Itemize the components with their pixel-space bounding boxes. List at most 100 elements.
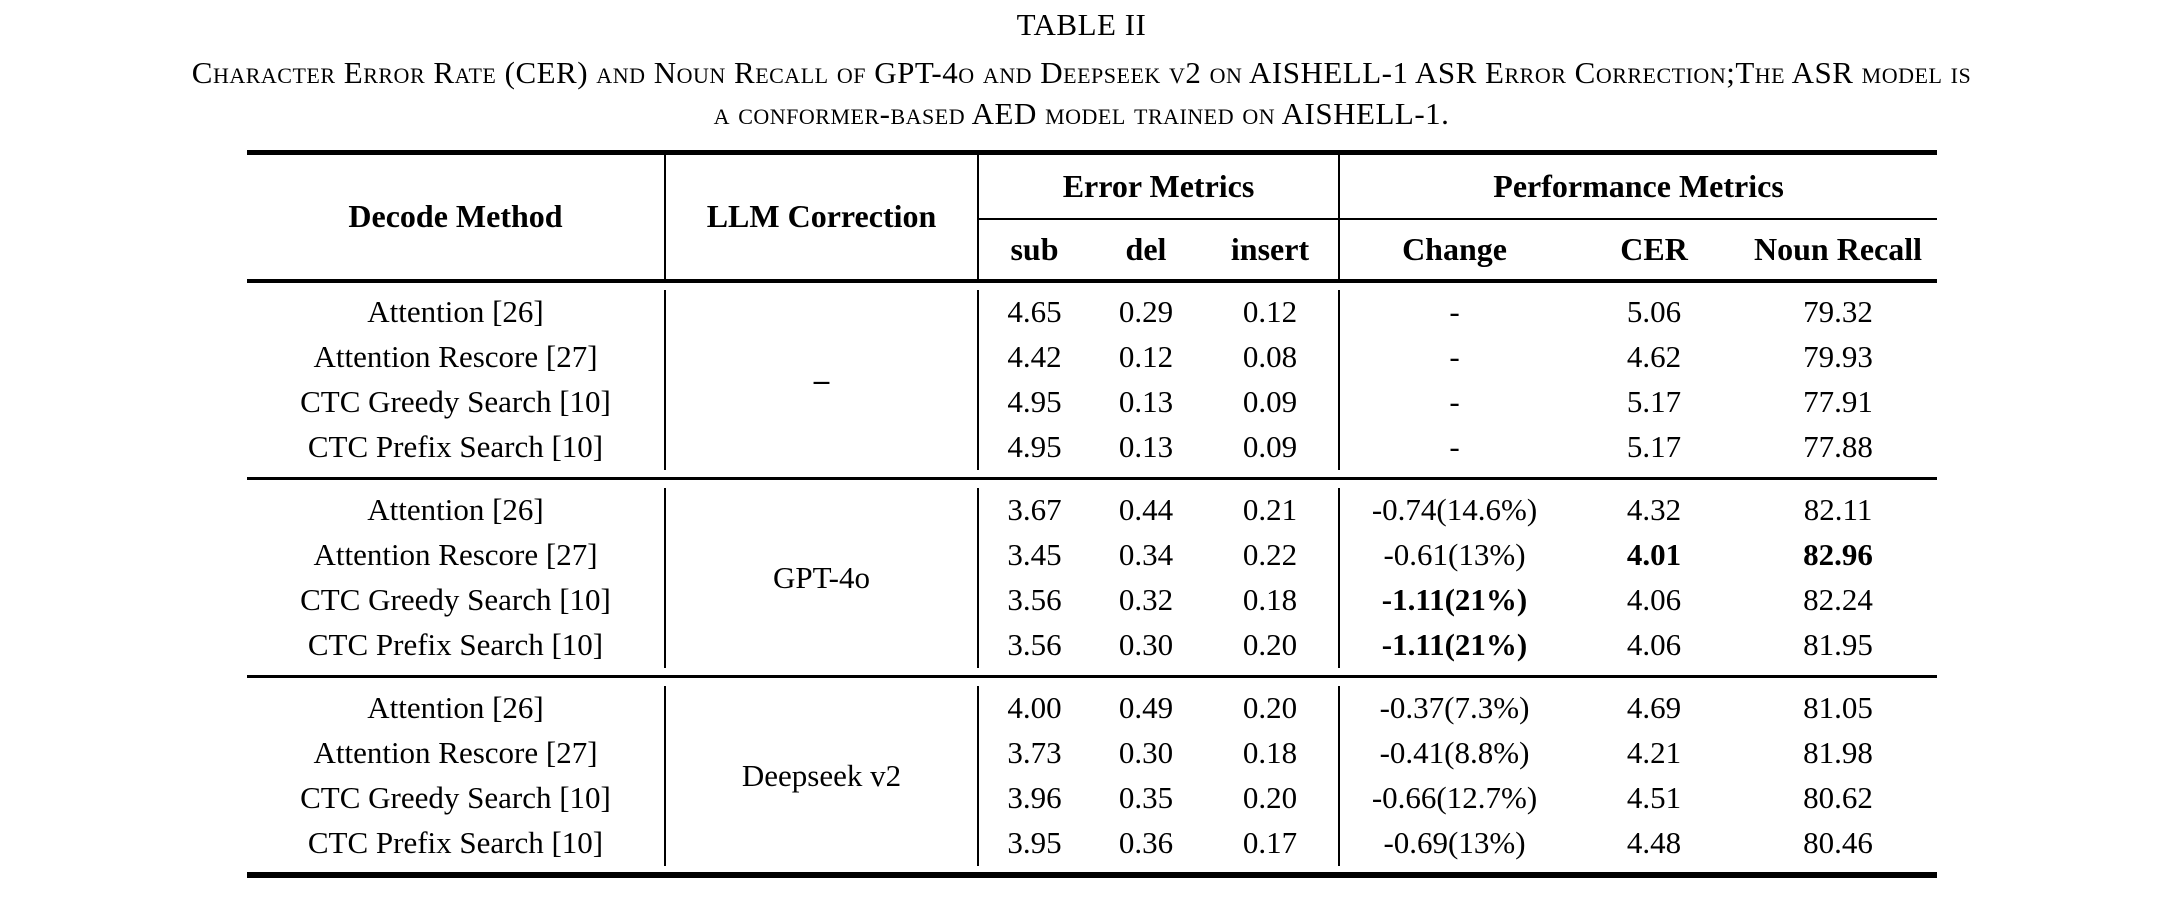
cell-decode-method: CTC Prefix Search [10] (247, 622, 666, 668)
cell-sub: 3.67 (1007, 492, 1062, 527)
cell-change: -1.11(21%) (1381, 582, 1528, 617)
cell-noun-recall: 82.11 (1803, 492, 1873, 527)
cell-del: 0.36 (1118, 825, 1174, 860)
table-row: CTC Prefix Search [10] 4.95 0.13 0.09 - … (247, 424, 1937, 470)
cell-sub: 3.95 (1007, 825, 1062, 860)
group-deepseek-v2: Attention [26] Deepseek v2 4.00 0.49 0.2… (247, 676, 1938, 875)
cell-cer: 4.06 (1626, 582, 1682, 617)
cell-change: -0.69(13%) (1383, 825, 1526, 860)
cell-cer: 4.51 (1626, 780, 1682, 815)
table-row: CTC Greedy Search [10] 3.56 0.32 0.18 -1… (247, 577, 1937, 623)
header-del: del (1125, 230, 1167, 267)
cell-del: 0.44 (1118, 492, 1174, 527)
cell-cer: 4.69 (1626, 690, 1682, 725)
cell-noun-recall: 81.98 (1803, 735, 1873, 770)
cell-decode-method: CTC Greedy Search [10] (247, 577, 666, 623)
cell-decode-method: CTC Prefix Search [10] (247, 820, 666, 866)
cell-cer: 4.48 (1626, 825, 1682, 860)
cell-change: - (1449, 339, 1460, 374)
cell-change: -1.11(21%) (1381, 627, 1528, 662)
header-sub: sub (1010, 230, 1059, 267)
caption-line-1: Character Error Rate (CER) and Noun Reca… (191, 55, 1972, 90)
table-row: Attention [26] Deepseek v2 4.00 0.49 0.2… (247, 685, 1937, 866)
header-group-error-metrics: Error Metrics (978, 152, 1341, 220)
group-no-llm: Attention [26] – 4.65 0.29 0.12 - 5.06 7… (247, 281, 1937, 479)
cell-change: - (1449, 384, 1460, 419)
cell-del: 0.30 (1118, 735, 1174, 770)
table-row: Attention [26] GPT-4o 3.67 0.44 0.21 -0.… (247, 487, 1937, 668)
cell-sub: 3.56 (1007, 582, 1062, 617)
table-caption: Character Error Rate (CER) and Noun Reca… (0, 52, 2163, 134)
cell-llm-correction: Deepseek v2 (665, 685, 979, 866)
cell-llm-correction: GPT-4o (665, 487, 979, 668)
cell-change: - (1449, 429, 1460, 464)
cell-insert: 0.22 (1202, 532, 1341, 578)
cell-del: 0.34 (1118, 537, 1174, 572)
table-row: CTC Prefix Search [10] 3.95 0.36 0.17 -0… (247, 820, 1937, 866)
header-insert: insert (1202, 218, 1341, 281)
cell-del: 0.49 (1118, 690, 1174, 725)
cell-decode-method: CTC Greedy Search [10] (247, 775, 666, 821)
cell-decode-method: CTC Prefix Search [10] (247, 424, 666, 470)
table-row: CTC Greedy Search [10] 4.95 0.13 0.09 - … (247, 379, 1937, 425)
cell-del: 0.35 (1118, 780, 1174, 815)
cell-noun-recall: 81.05 (1803, 690, 1873, 725)
table-row: CTC Prefix Search [10] 3.56 0.30 0.20 -1… (247, 622, 1937, 668)
cell-noun-recall: 82.96 (1803, 537, 1873, 572)
cell-del: 0.13 (1118, 429, 1174, 464)
group-gpt-4o: Attention [26] GPT-4o 3.67 0.44 0.21 -0.… (247, 478, 1938, 677)
cell-del: 0.29 (1118, 294, 1174, 329)
cell-cer: 5.06 (1626, 294, 1682, 329)
cell-cer: 4.32 (1626, 492, 1682, 527)
cell-insert: 0.20 (1202, 622, 1341, 668)
header-noun-recall: Noun Recall (1754, 230, 1923, 267)
cell-del: 0.30 (1118, 627, 1174, 662)
cell-cer: 5.17 (1626, 384, 1682, 419)
table-header: Decode Method LLM Correction Error Metri… (247, 152, 1938, 281)
cell-insert: 0.08 (1202, 334, 1341, 380)
cell-sub: 3.56 (1007, 627, 1062, 662)
results-table-wrapper: Decode Method LLM Correction Error Metri… (247, 150, 1938, 878)
cell-noun-recall: 77.88 (1803, 429, 1873, 464)
cell-cer: 4.21 (1626, 735, 1682, 770)
cell-decode-method: Attention [26] (247, 487, 666, 533)
cell-sub: 3.96 (1007, 780, 1062, 815)
cell-decode-method: Attention [26] (247, 289, 666, 335)
cell-insert: 0.17 (1202, 820, 1341, 866)
header-decode-method: Decode Method (247, 152, 666, 281)
cell-noun-recall: 77.91 (1803, 384, 1873, 419)
cell-insert: 0.12 (1202, 289, 1341, 335)
cell-insert: 0.21 (1202, 487, 1341, 533)
cell-del: 0.13 (1118, 384, 1174, 419)
cell-cer: 4.62 (1626, 339, 1682, 374)
cell-change: -0.37(7.3%) (1379, 690, 1530, 725)
cell-cer: 4.06 (1626, 627, 1682, 662)
header-cer: CER (1620, 230, 1688, 267)
cell-insert: 0.18 (1202, 577, 1341, 623)
cell-noun-recall: 80.46 (1803, 825, 1873, 860)
caption-line-2: a conformer-based AED model trained on A… (713, 96, 1450, 131)
cell-sub: 4.95 (1007, 429, 1062, 464)
results-table: Decode Method LLM Correction Error Metri… (247, 150, 1938, 878)
cell-insert: 0.09 (1202, 424, 1341, 470)
table-row: Attention Rescore [27] 3.73 0.30 0.18 -0… (247, 730, 1937, 776)
cell-change: - (1449, 294, 1460, 329)
table-row: Attention Rescore [27] 3.45 0.34 0.22 -0… (247, 532, 1937, 578)
header-group-performance-metrics: Performance Metrics (1339, 152, 1938, 220)
cell-noun-recall: 81.95 (1803, 627, 1873, 662)
cell-sub: 3.45 (1007, 537, 1062, 572)
cell-change: -0.41(8.8%) (1379, 735, 1530, 770)
cell-del: 0.12 (1118, 339, 1174, 374)
table-title: TABLE II (1016, 7, 1147, 42)
table-row: Attention Rescore [27] 4.42 0.12 0.08 - … (247, 334, 1937, 380)
cell-noun-recall: 79.32 (1803, 294, 1873, 329)
cell-decode-method: Attention Rescore [27] (247, 730, 666, 776)
cell-decode-method: Attention Rescore [27] (247, 532, 666, 578)
cell-sub: 4.00 (1007, 690, 1062, 725)
cell-del: 0.32 (1118, 582, 1174, 617)
cell-insert: 0.20 (1202, 685, 1341, 731)
table-row: CTC Greedy Search [10] 3.96 0.35 0.20 -0… (247, 775, 1937, 821)
cell-sub: 3.73 (1007, 735, 1062, 770)
cell-cer: 5.17 (1626, 429, 1682, 464)
header-llm-correction: LLM Correction (665, 152, 979, 281)
